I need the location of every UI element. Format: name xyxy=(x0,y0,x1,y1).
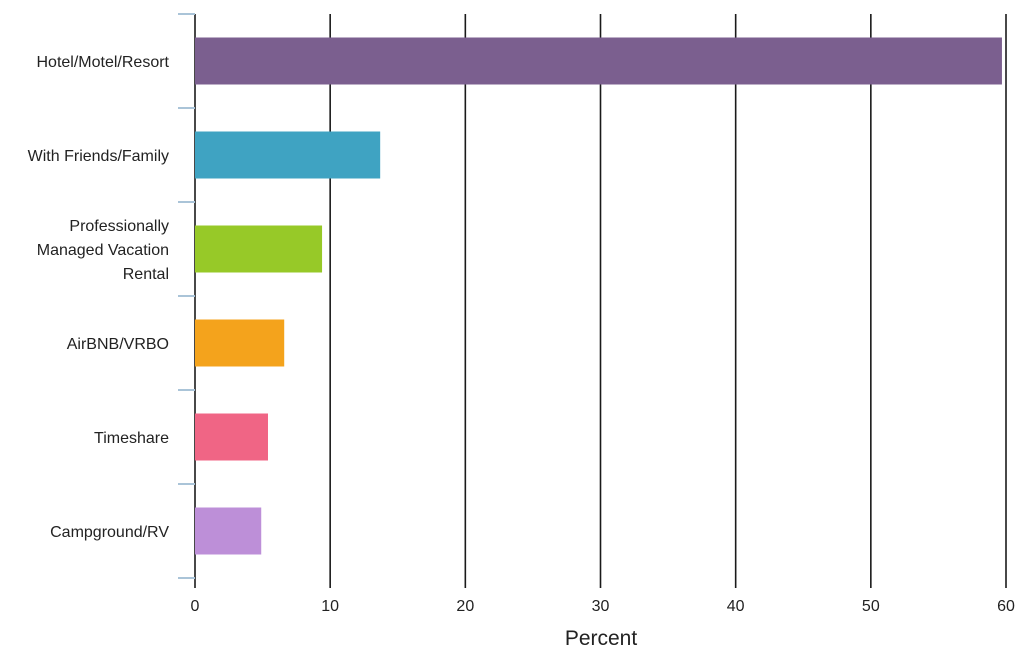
bar-4 xyxy=(195,413,268,461)
category-labels: Hotel/Motel/Resort With Friends/Family Pro… xyxy=(28,54,170,541)
category-label: Campground/RV xyxy=(50,524,169,541)
category-label-line: Managed Vacation xyxy=(37,242,169,259)
category-label-line: Campground/RV xyxy=(50,524,169,541)
x-tick-labels: 0 10 20 30 40 50 60 xyxy=(191,598,1015,615)
bars xyxy=(195,37,1002,555)
x-tick-label: 20 xyxy=(456,598,474,615)
category-label-line: Timeshare xyxy=(94,430,169,447)
category-label-line: AirBNB/VRBO xyxy=(67,336,169,353)
category-label: AirBNB/VRBO xyxy=(67,336,169,353)
x-tick-label: 0 xyxy=(191,598,200,615)
bar-0 xyxy=(195,37,1002,85)
bar-2 xyxy=(195,225,323,273)
category-label-line: Professionally xyxy=(69,218,169,235)
category-label-line: With Friends/Family xyxy=(28,148,169,165)
x-tick-label: 40 xyxy=(727,598,745,615)
x-tick-label: 30 xyxy=(592,598,610,615)
category-label-line: Hotel/Motel/Resort xyxy=(37,54,170,71)
category-label: Hotel/Motel/Resort xyxy=(37,54,170,71)
category-label-line: Rental xyxy=(123,266,169,283)
bar-3 xyxy=(195,319,285,367)
x-tick-label: 60 xyxy=(997,598,1015,615)
gridlines xyxy=(194,14,1007,588)
category-label: Timeshare xyxy=(94,430,169,447)
y-axis xyxy=(178,13,195,579)
x-axis-title: Percent xyxy=(565,627,638,650)
bar-5 xyxy=(195,507,262,555)
category-label: With Friends/Family xyxy=(28,148,169,165)
category-label: Professionally Managed Vacation Rental xyxy=(37,218,169,283)
x-tick-label: 10 xyxy=(321,598,339,615)
x-tick-label: 50 xyxy=(862,598,880,615)
bar-1 xyxy=(195,131,381,179)
